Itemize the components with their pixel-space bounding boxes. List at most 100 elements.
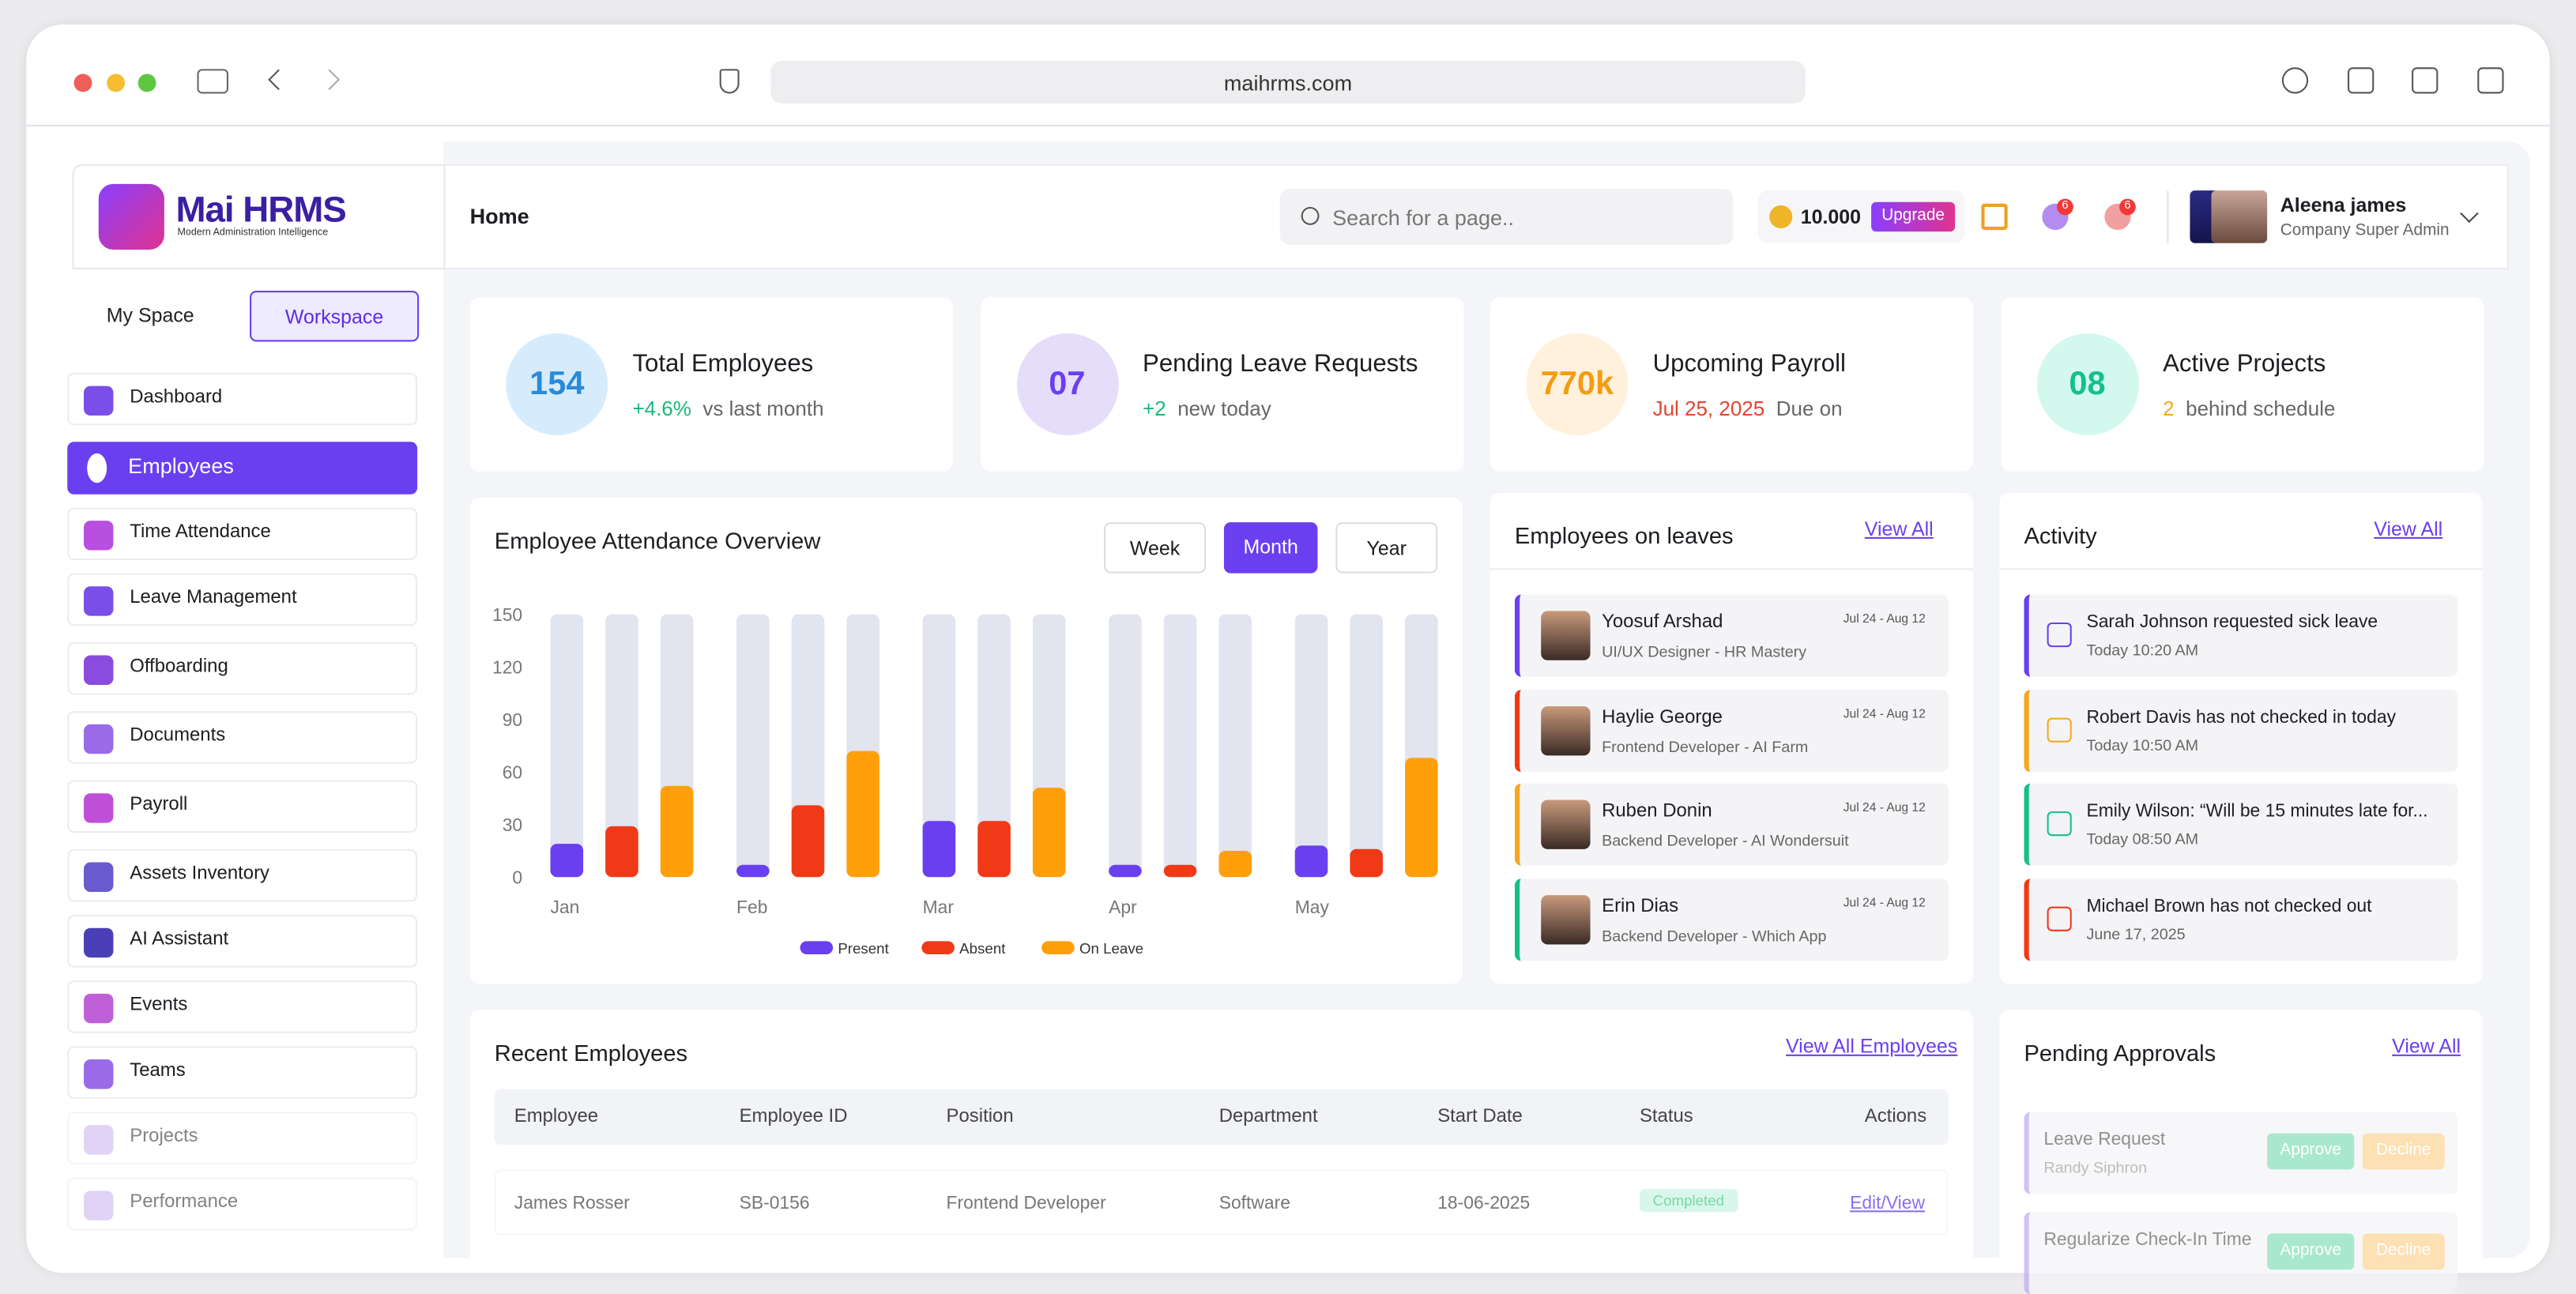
search-box[interactable]: Search for a page.. (1279, 189, 1734, 245)
nav-item[interactable]: Time Attendance (67, 507, 418, 560)
card-divider (1999, 568, 2483, 570)
nav-icon (84, 993, 114, 1024)
period-button[interactable]: Week (1104, 522, 1207, 574)
url-bar[interactable]: maihrms.com (770, 60, 1806, 103)
card-divider (1489, 568, 1973, 570)
nav-item[interactable]: Leave Management (67, 573, 418, 626)
legend-swatch (1041, 941, 1075, 954)
table-row (494, 1169, 1949, 1236)
search-placeholder: Search for a page.. (1332, 205, 1515, 231)
window-button[interactable] (137, 73, 156, 92)
y-tick-label: 120 (492, 656, 522, 677)
nav-label: Assets Inventory (130, 863, 270, 884)
stat-card: 154 Total Employees +4.6% vs last month (469, 297, 953, 472)
stat-card: 08 Active Projects 2 behind schedule (2000, 297, 2484, 472)
view-all-link[interactable]: View All (1864, 517, 1934, 541)
space-tab[interactable]: My Space (106, 303, 194, 327)
nav-item[interactable]: Offboarding (67, 641, 418, 695)
nav-item[interactable]: Projects (67, 1112, 418, 1165)
bar-track (550, 614, 584, 878)
approve-button[interactable]: Approve (2267, 1233, 2355, 1270)
table-cell: SB-0156 (739, 1194, 810, 1214)
activity-time: Today 10:20 AM (2086, 641, 2199, 660)
stat-note-row: +4.6% vs last month (632, 397, 823, 420)
period-button[interactable]: Month (1223, 522, 1318, 574)
new-tab-button[interactable] (2412, 67, 2439, 94)
bar (1294, 845, 1328, 878)
bar (1163, 864, 1197, 878)
sidebar-toggle[interactable] (197, 69, 228, 94)
user-name: Aleena james (2280, 194, 2407, 217)
bar (1218, 850, 1252, 878)
nav-icon (84, 586, 114, 616)
share-button[interactable] (2346, 67, 2374, 94)
stat-note: vs last month (702, 397, 824, 421)
column-header: Start Date (1437, 1107, 1523, 1127)
nav-label: Time Attendance (130, 522, 271, 543)
stat-badge: 770k (1526, 333, 1629, 435)
view-all-link[interactable]: View All Employees (1785, 1034, 1958, 1058)
activity-item: Robert Davis has not checked in today Tod… (2024, 689, 2458, 772)
window-button[interactable] (73, 73, 92, 92)
nav-item[interactable]: Dashboard (67, 372, 418, 426)
approve-button[interactable]: Approve (2267, 1133, 2355, 1170)
stat-note: behind schedule (2186, 397, 2336, 421)
bar-track (1294, 614, 1328, 878)
coin-icon (1769, 205, 1793, 228)
stat-delta: Jul 25, 2025 (1652, 397, 1765, 421)
column-header: Employee ID (739, 1107, 848, 1127)
nav-item[interactable]: Performance (67, 1177, 418, 1231)
nav-item[interactable]: Documents (67, 711, 418, 764)
legend-label: On Leave (1079, 940, 1143, 957)
upgrade-button[interactable]: Upgrade (1871, 201, 1956, 232)
bar-track (1350, 614, 1383, 878)
film-icon[interactable] (1981, 203, 2008, 231)
approvals-card: Pending Approvals View All Leave Request Ra… (1999, 1010, 2483, 1294)
search-icon (1301, 206, 1320, 225)
download-button[interactable] (2281, 67, 2309, 94)
activity-text: Robert Davis has not checked in today (2086, 707, 2397, 728)
nav-item[interactable]: Payroll (67, 780, 418, 833)
nav-item[interactable]: Employees (67, 442, 418, 495)
activity-time: June 17, 2025 (2086, 925, 2186, 944)
stat-note-row: 2 behind schedule (2163, 397, 2335, 420)
nav-label: Dashboard (130, 387, 223, 408)
user-avatar (2211, 190, 2268, 243)
toolbar-divider (26, 125, 2550, 127)
bar-track (1218, 614, 1252, 878)
nav-icon (84, 1191, 114, 1221)
view-all-link[interactable]: View All (2374, 517, 2443, 541)
stat-note-row: +2 new today (1143, 397, 1271, 420)
nav-item[interactable]: Teams (67, 1046, 418, 1099)
stat-title: Active Projects (2163, 349, 2326, 378)
leaves-item: Erin Dias Backend Developer - Which App Ju… (1514, 878, 1949, 961)
employee-role: Backend Developer - AI Wondersuit (1602, 833, 1849, 851)
tabs-button[interactable] (2476, 67, 2503, 94)
nav-item[interactable]: Events (67, 980, 418, 1033)
column-header: Position (946, 1107, 1014, 1127)
page-title: Home (469, 203, 529, 228)
leave-dates: Jul 24 - Aug 12 (1843, 611, 1926, 626)
view-all-link[interactable]: View All (2392, 1034, 2461, 1058)
legend-swatch (800, 941, 834, 954)
bar (846, 750, 879, 878)
notification-badge: 6 (2119, 198, 2136, 216)
x-tick-label: Apr (1109, 897, 1137, 917)
legend-swatch (921, 941, 955, 954)
nav-label: Leave Management (130, 588, 297, 608)
bar (1032, 788, 1066, 878)
user-role: Company Super Admin (2280, 221, 2450, 240)
leaves-item: Ruben Donin Backend Developer - AI Wonder… (1514, 783, 1949, 866)
nav-item[interactable]: AI Assistant (67, 915, 418, 968)
nav-item[interactable]: Assets Inventory (67, 848, 418, 902)
table-cell[interactable]: Edit/View (1850, 1194, 1925, 1214)
leaves-card: Employees on leaves View All Yoosuf Arshad… (1489, 492, 1973, 984)
period-button[interactable]: Year (1335, 522, 1438, 574)
decline-button[interactable]: Decline (2362, 1133, 2445, 1170)
stat-card: 770k Upcoming Payroll Jul 25, 2025 Due on (1489, 297, 1973, 472)
nav-icon (84, 862, 114, 892)
decline-button[interactable]: Decline (2362, 1233, 2445, 1270)
window-button[interactable] (106, 73, 124, 92)
space-tab[interactable]: Workspace (250, 291, 420, 342)
table-header (494, 1089, 1949, 1145)
